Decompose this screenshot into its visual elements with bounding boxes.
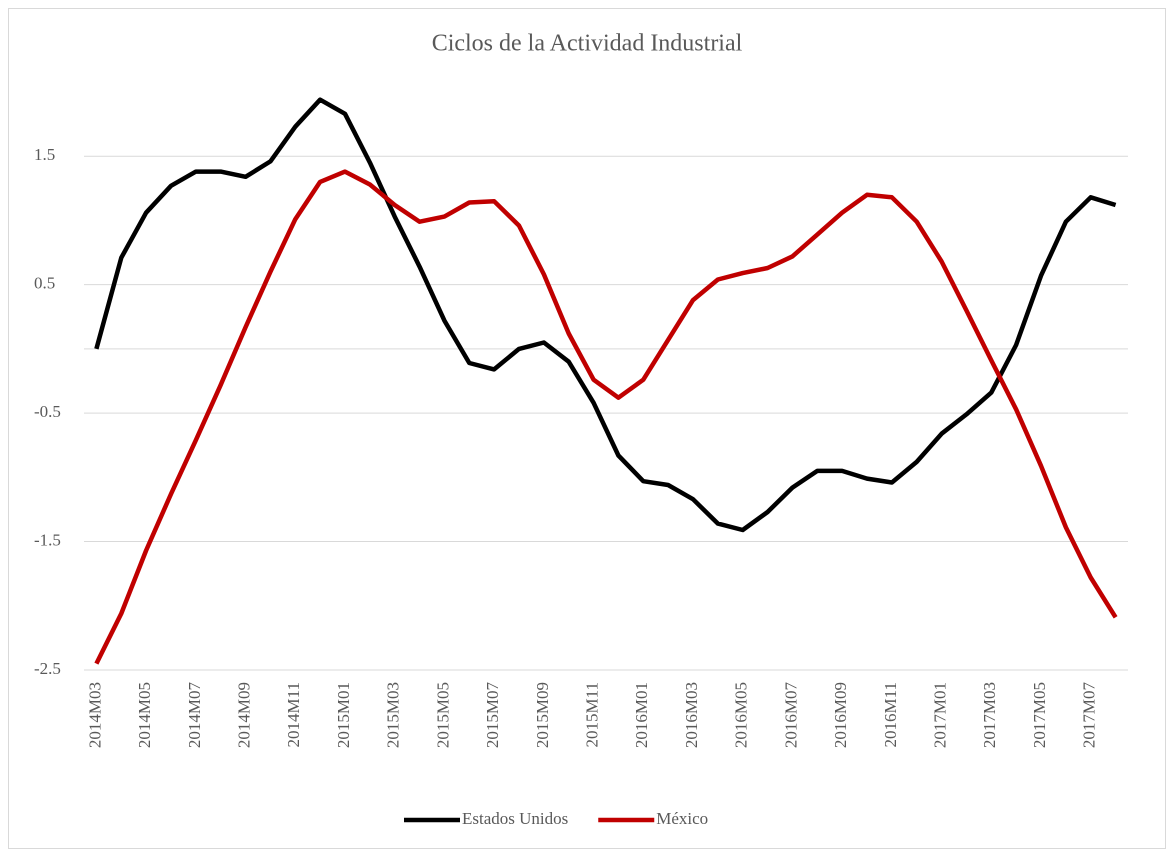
x-tick-label: 2014M05 — [135, 682, 154, 748]
x-tick-label: 2016M11 — [881, 682, 900, 748]
x-tick-label: 2015M01 — [334, 682, 353, 748]
x-tick-label: 2016M03 — [682, 682, 701, 748]
series-line — [94, 169, 1118, 665]
x-tick-label: 2017M01 — [930, 682, 949, 748]
x-tick-label: 2015M07 — [483, 682, 502, 749]
x-tick-label: 2015M09 — [533, 682, 552, 748]
series-line — [94, 97, 1117, 533]
y-tick-label: 0.5 — [34, 274, 55, 293]
x-tick-label: 2014M03 — [85, 682, 104, 748]
y-tick-label: -1.5 — [34, 530, 61, 549]
x-tick-label: 2017M07 — [1080, 682, 1099, 749]
x-tick-label: 2015M03 — [384, 682, 403, 748]
x-tick-label: 2014M07 — [185, 682, 204, 749]
x-tick-label: 2016M07 — [781, 682, 800, 749]
legend-label: Estados Unidos — [462, 809, 568, 828]
x-tick-label: 2017M03 — [980, 682, 999, 748]
y-tick-label: -0.5 — [34, 402, 61, 421]
x-tick-label: 2016M01 — [632, 682, 651, 748]
x-tick-label: 2015M05 — [433, 682, 452, 748]
legend-label: México — [656, 809, 708, 828]
x-tick-label: 2014M11 — [284, 682, 303, 748]
y-tick-label: -2.5 — [34, 659, 61, 678]
x-tick-label: 2014M09 — [234, 682, 253, 748]
x-tick-label: 2016M09 — [831, 682, 850, 748]
x-tick-label: 2017M05 — [1030, 682, 1049, 748]
y-tick-label: 1.5 — [34, 145, 55, 164]
chart-title: Ciclos de la Actividad Industrial — [432, 31, 743, 57]
x-tick-label: 2016M05 — [732, 682, 751, 748]
x-tick-label: 2015M11 — [582, 682, 601, 748]
